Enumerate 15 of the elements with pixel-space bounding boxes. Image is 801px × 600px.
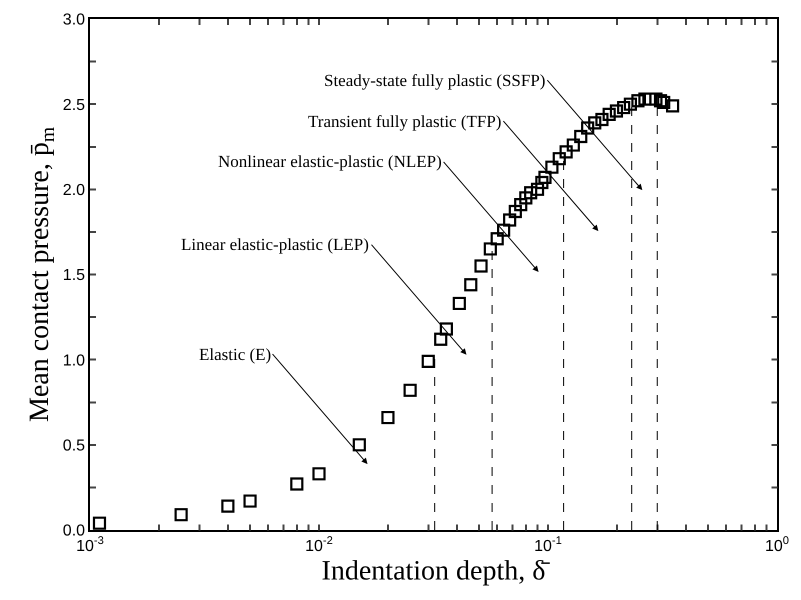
y-tick-label: 2.0 (62, 182, 86, 199)
annotation: Steady-state fully plastic (SSFP) (324, 71, 546, 90)
y-tick-label: 1.0 (62, 352, 86, 370)
x-tick-label: 10$^{-1}$ (534, 535, 562, 555)
x-tick-label: 10$^{0}$ (764, 535, 790, 555)
annotation: Linear elastic-plastic (LEP) (181, 235, 369, 254)
annotation: Elastic (E) (199, 345, 272, 364)
y-tick-label: 3.0 (62, 12, 86, 29)
y-tick-label: 0.5 (62, 437, 86, 454)
y-tick-label: 2.5 (62, 96, 86, 114)
annotation: Transient fully plastic (TFP) (308, 112, 502, 131)
y-tick-label: 1.5 (62, 267, 86, 284)
x-axis-title: Indentation depth, δ̄ (322, 556, 550, 587)
annotation: Nonlinear elastic-plastic (NLEP) (218, 152, 442, 171)
x-tick-label: 10$^{-2}$ (305, 535, 333, 555)
